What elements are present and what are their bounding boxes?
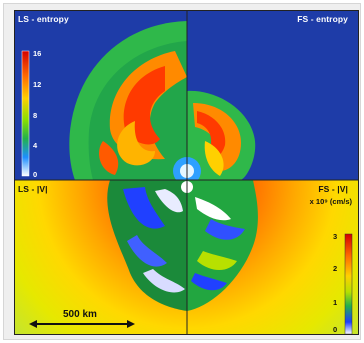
velocity-tick-1: 1 (333, 298, 338, 307)
bottom-right-title: FS - |V| (318, 184, 348, 194)
figure-frame: LS - entropy FS - entropy LS - |V| FS - … (3, 3, 361, 340)
velocity-tick-3: 3 (333, 232, 338, 241)
top-left-title: LS - entropy (18, 14, 69, 24)
entropy-colorbar (21, 50, 30, 177)
entropy-tick-16: 16 (33, 49, 42, 58)
scale-bar-right-arrow (127, 320, 135, 328)
entropy-tick-4: 4 (33, 141, 38, 150)
entropy-tick-8: 8 (33, 111, 38, 120)
velocity-colorbar (344, 233, 353, 334)
velocity-tick-0: 0 (333, 325, 338, 334)
simulation-image: LS - entropy FS - entropy LS - |V| FS - … (14, 10, 359, 335)
top-right-title: FS - entropy (297, 14, 348, 24)
scale-bar-left-arrow (29, 320, 37, 328)
entropy-structure (69, 21, 256, 180)
velocity-structure (107, 180, 258, 311)
velocity-tick-2: 2 (333, 264, 338, 273)
velocity-units: x 10⁹ (cm/s) (309, 197, 352, 206)
simulation-plot (15, 11, 358, 334)
scale-bar-label: 500 km (63, 309, 97, 320)
bottom-left-title: LS - |V| (18, 184, 48, 194)
entropy-tick-12: 12 (33, 80, 42, 89)
entropy-tick-0: 0 (33, 170, 38, 179)
